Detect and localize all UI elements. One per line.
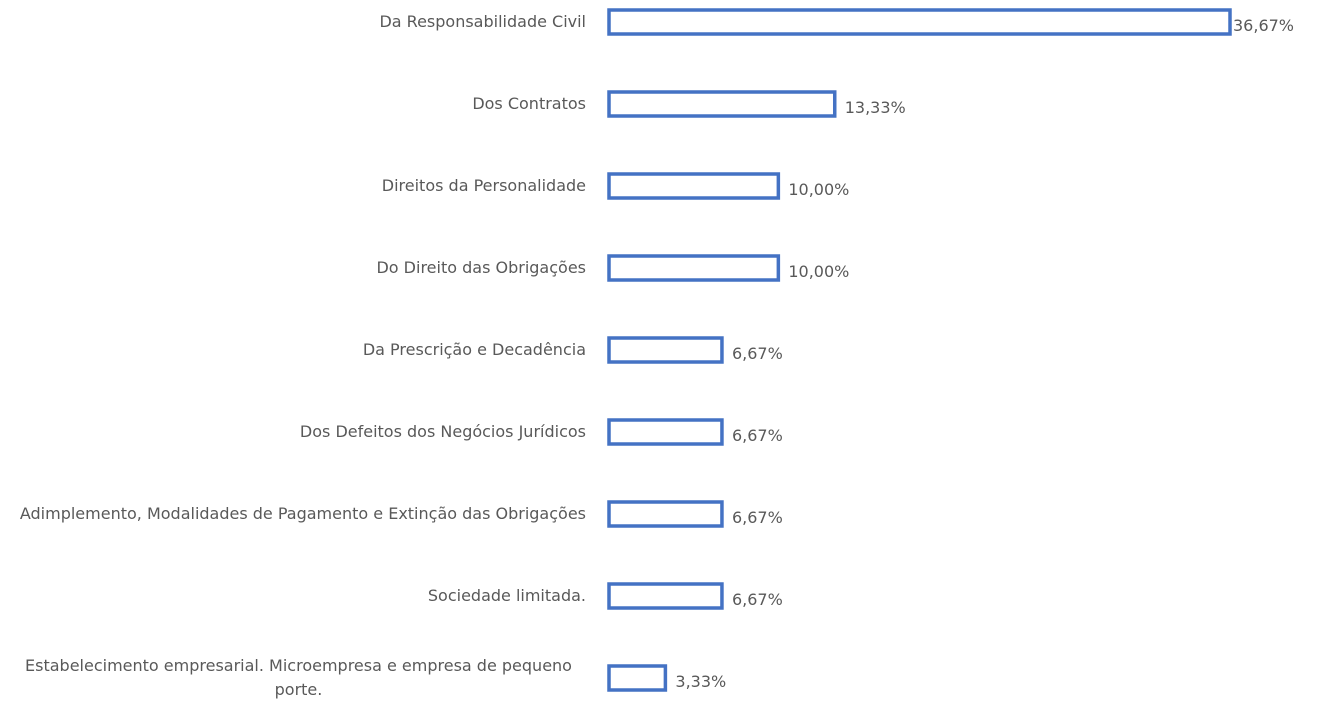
category-label: Da Responsabilidade Civil — [379, 12, 586, 31]
data-label: 10,00% — [788, 262, 850, 281]
category-label: Do Direito das Obrigações — [376, 258, 586, 277]
bar — [607, 90, 837, 118]
category-label: Estabelecimento empresarial. Microempres… — [25, 656, 572, 699]
bar — [607, 172, 781, 200]
bar — [607, 664, 668, 692]
data-label: 13,33% — [844, 98, 906, 117]
bar — [607, 582, 724, 610]
data-label: 10,00% — [788, 180, 850, 199]
bar — [607, 8, 1232, 36]
bar — [607, 254, 781, 282]
data-label: 6,67% — [731, 426, 783, 445]
data-label: 6,67% — [731, 590, 783, 609]
bar — [607, 418, 724, 446]
category-label: Dos Defeitos dos Negócios Jurídicos — [299, 422, 586, 441]
category-label: Direitos da Personalidade — [381, 176, 586, 195]
data-label: 36,67% — [1233, 16, 1295, 35]
data-label: 6,67% — [731, 344, 783, 363]
category-label: Da Prescrição e Decadência — [362, 340, 586, 359]
bar — [607, 500, 724, 528]
data-label: 3,33% — [675, 672, 727, 691]
category-label: Sociedade limitada. — [427, 586, 586, 605]
bar — [607, 336, 724, 364]
category-label: Dos Contratos — [472, 94, 586, 113]
data-label: 6,67% — [731, 508, 783, 527]
category-label: Adimplemento, Modalidades de Pagamento e… — [19, 504, 586, 523]
